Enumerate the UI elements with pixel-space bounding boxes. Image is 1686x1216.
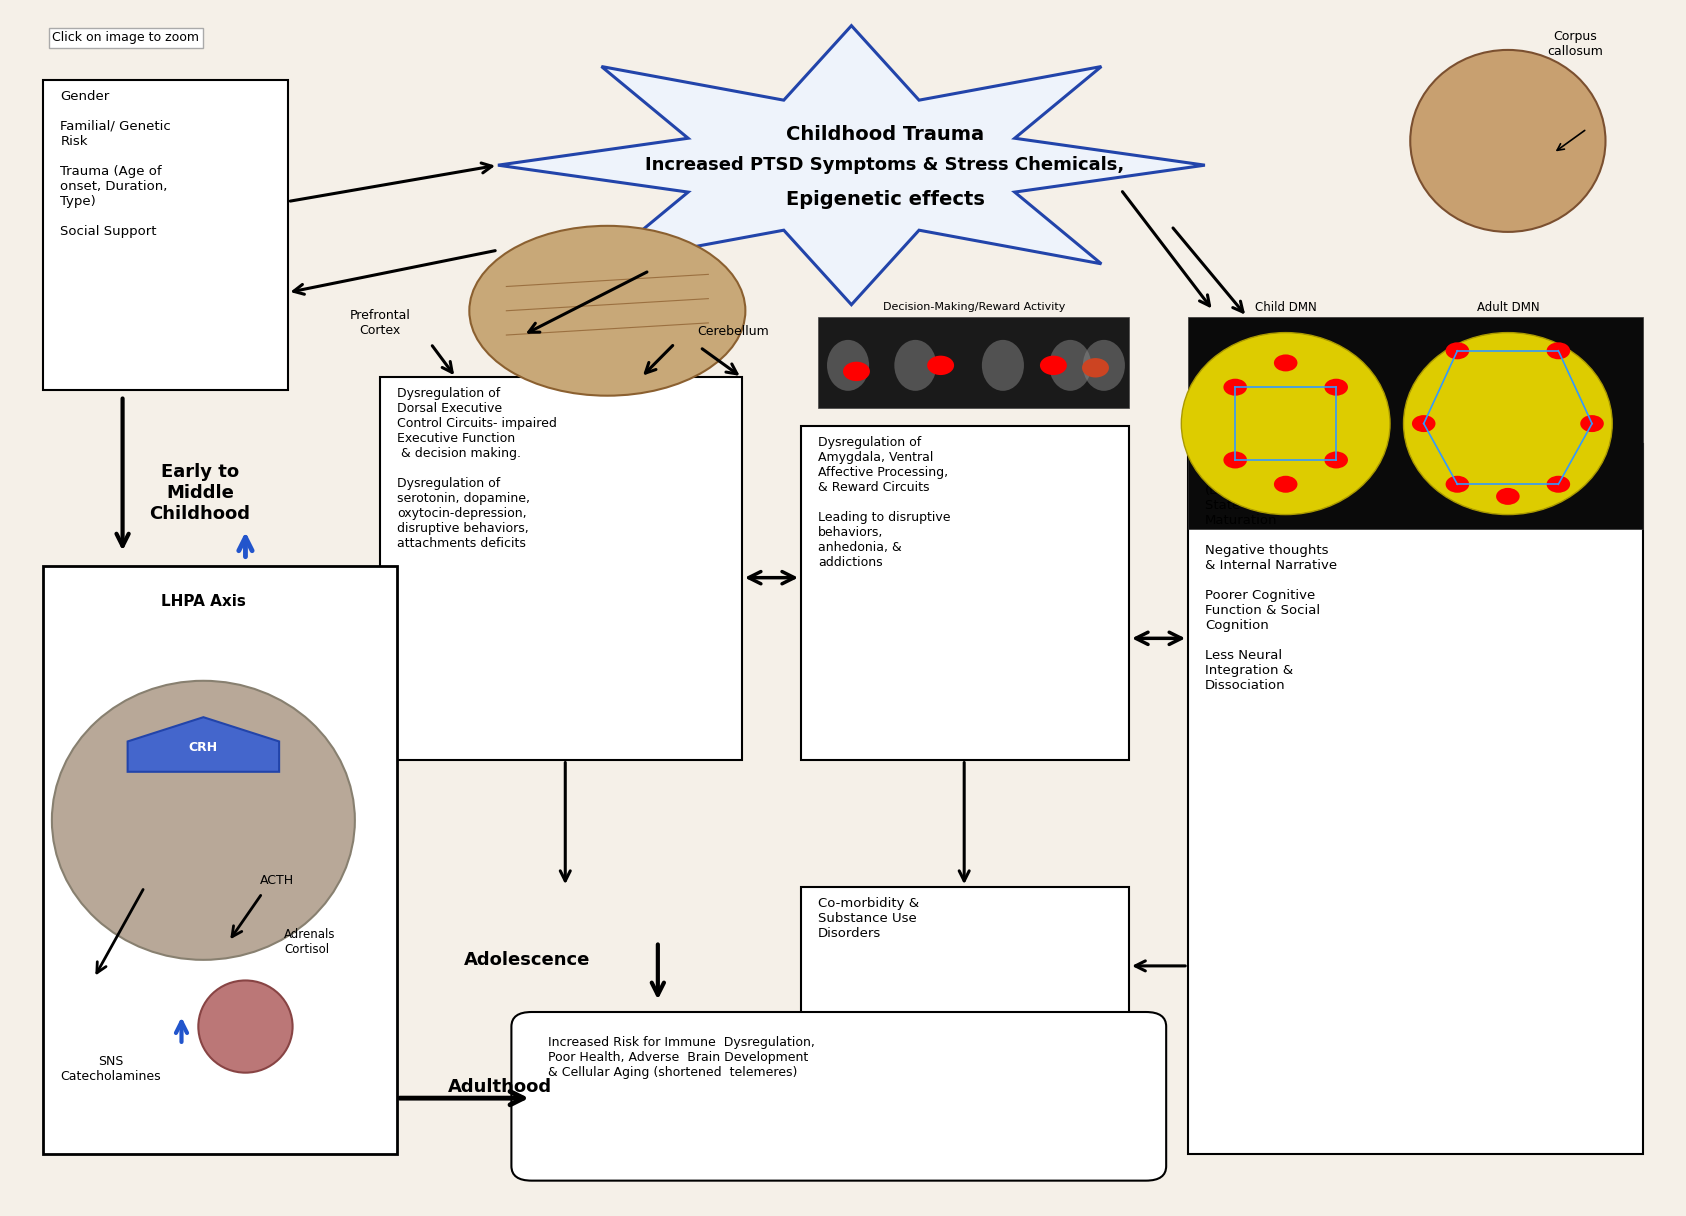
FancyBboxPatch shape (511, 1012, 1167, 1181)
Polygon shape (497, 26, 1205, 305)
Text: Dysregulation of
Dorsal Executive
Control Circuits- impaired
Executive Function
: Dysregulation of Dorsal Executive Contro… (396, 387, 556, 550)
FancyBboxPatch shape (801, 886, 1130, 1026)
Circle shape (1445, 343, 1469, 359)
Circle shape (1411, 415, 1435, 432)
Circle shape (1495, 488, 1519, 505)
Circle shape (1275, 354, 1298, 371)
Text: SNS
Catecholamines: SNS Catecholamines (61, 1055, 162, 1083)
FancyBboxPatch shape (801, 426, 1130, 760)
Ellipse shape (199, 980, 293, 1073)
Circle shape (1224, 451, 1248, 468)
FancyBboxPatch shape (1189, 444, 1642, 1154)
Text: Corpus
callosum: Corpus callosum (1548, 30, 1603, 58)
Text: ACTH: ACTH (260, 874, 295, 888)
Text: Childhood Trauma: Childhood Trauma (786, 125, 985, 145)
Ellipse shape (1049, 340, 1091, 390)
FancyBboxPatch shape (379, 377, 742, 760)
Circle shape (1040, 355, 1067, 375)
Text: CRH: CRH (189, 741, 217, 754)
Ellipse shape (828, 340, 868, 390)
Text: Click on image to zoom: Click on image to zoom (52, 32, 199, 44)
Ellipse shape (1409, 50, 1605, 232)
Ellipse shape (52, 681, 354, 959)
Circle shape (1546, 343, 1570, 359)
Text: Increased Risk for Immune  Dysregulation,
Poor Health, Adverse  Brain Developmen: Increased Risk for Immune Dysregulation,… (548, 1036, 816, 1080)
Ellipse shape (1182, 333, 1389, 514)
Circle shape (1082, 358, 1109, 377)
Text: Increased PTSD Symptoms & Stress Chemicals,: Increased PTSD Symptoms & Stress Chemica… (646, 156, 1125, 174)
Text: Cerebellum: Cerebellum (698, 325, 769, 338)
FancyBboxPatch shape (44, 565, 396, 1154)
Circle shape (927, 355, 954, 375)
Ellipse shape (894, 340, 936, 390)
Text: Decision-Making/Reward Activity: Decision-Making/Reward Activity (883, 302, 1066, 313)
Text: Dysregulation of
Amygdala, Ventral
Affective Processing,
& Reward Circuits

Lead: Dysregulation of Amygdala, Ventral Affec… (818, 435, 951, 569)
FancyBboxPatch shape (818, 317, 1130, 407)
Text: Adrenals
Cortisol: Adrenals Cortisol (285, 928, 336, 956)
Circle shape (1580, 415, 1603, 432)
Text: Gender

Familial/ Genetic
Risk

Trauma (Age of
onset, Duration,
Type)

Social Su: Gender Familial/ Genetic Risk Trauma (Ag… (61, 90, 170, 238)
Text: Adult DMN: Adult DMN (1477, 300, 1539, 314)
Text: Early to
Middle
Childhood: Early to Middle Childhood (150, 463, 251, 523)
Circle shape (1275, 475, 1298, 492)
Circle shape (1445, 475, 1469, 492)
Text: Impaired Default-
mode Network
(DMN)-Resting
State  Circuit
Maturation

Negative: Impaired Default- mode Network (DMN)-Res… (1205, 454, 1337, 692)
Circle shape (1325, 451, 1349, 468)
Text: Co-morbidity &
Substance Use
Disorders: Co-morbidity & Substance Use Disorders (818, 896, 919, 940)
FancyBboxPatch shape (1189, 317, 1642, 529)
Circle shape (1546, 475, 1570, 492)
Ellipse shape (981, 340, 1023, 390)
Ellipse shape (1082, 340, 1125, 390)
Text: Adulthood: Adulthood (447, 1079, 551, 1096)
Circle shape (1224, 378, 1248, 395)
FancyBboxPatch shape (44, 80, 288, 389)
Text: Prefrontal
Cortex: Prefrontal Cortex (349, 309, 411, 337)
Circle shape (843, 361, 870, 381)
Ellipse shape (469, 226, 745, 395)
Text: Adolescence: Adolescence (464, 951, 590, 969)
Ellipse shape (1403, 333, 1612, 514)
Circle shape (1325, 378, 1349, 395)
Text: LHPA Axis: LHPA Axis (160, 595, 246, 609)
Polygon shape (128, 717, 280, 772)
Text: Epigenetic effects: Epigenetic effects (786, 190, 985, 209)
Text: Child DMN: Child DMN (1254, 300, 1317, 314)
